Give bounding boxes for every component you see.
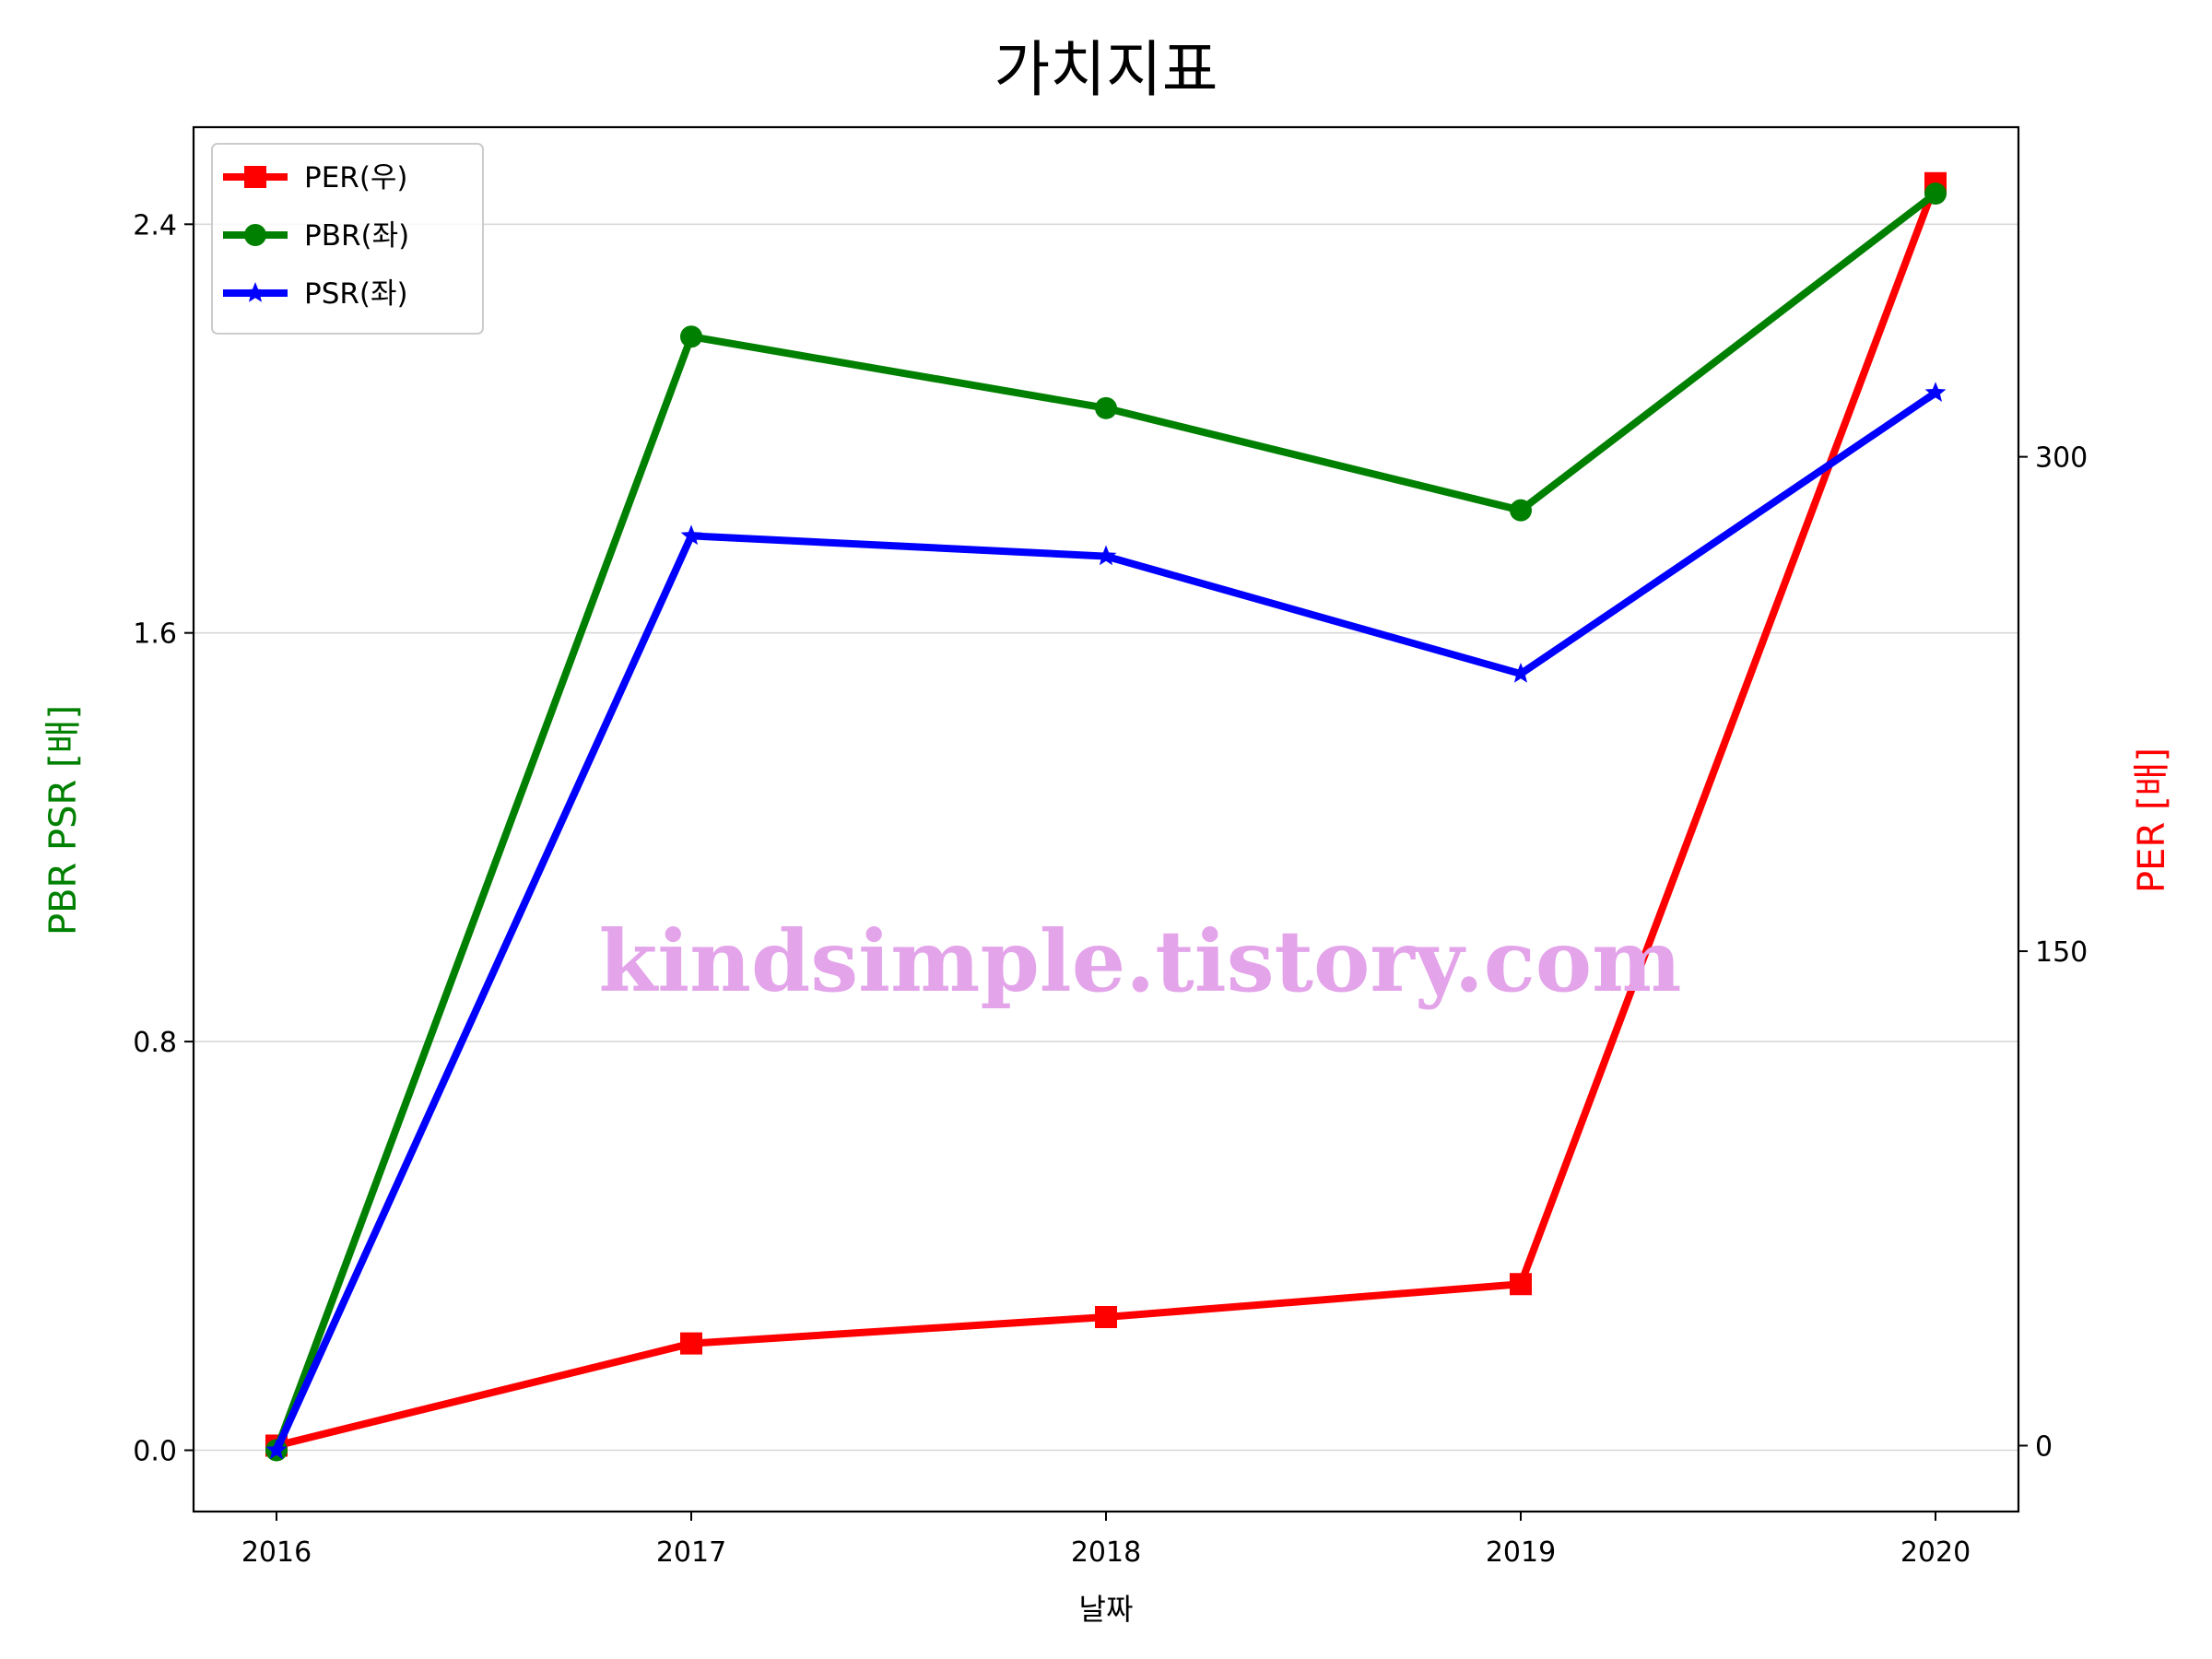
legend: PER(우) PBR(좌) PSR(좌) [211,143,484,335]
x-tick-label: 2017 [656,1536,726,1569]
x-tick-label: 2019 [1486,1536,1556,1569]
legend-marker [244,166,266,188]
legend-item-psr: PSR(좌) [223,277,408,311]
series-pbr [265,182,1947,1462]
x-tick-label: 2016 [241,1536,312,1569]
per-marker [1095,1306,1117,1329]
x-axis-label: 날짜 [1079,1592,1134,1627]
x-tick-label: 2020 [1900,1536,1971,1569]
per-marker [680,1332,702,1355]
pbr-marker [680,325,702,348]
legend-label: PSR(좌) [304,277,408,311]
legend-label: PBR(좌) [304,219,409,253]
series-psr [265,382,1947,1460]
pbr-marker [1924,182,1947,206]
psr-marker [265,1439,288,1460]
watermark-layer: kindsimple.tistory.com [598,912,1681,1011]
legend-marker [244,224,266,246]
legend-label: PER(우) [304,161,408,194]
ticks: 0.0 0.8 1.6 2.4 0 150 300 2016 2017 2018 2019 2020 [133,209,2088,1569]
right-axis-label: PER [배] [2131,747,2173,893]
pbr-marker [1095,396,1117,419]
left-tick-label: 2.4 [133,209,177,241]
right-tick-label: 0 [2035,1430,2053,1463]
grid-lines [194,223,2018,1452]
per-marker [1510,1273,1532,1296]
left-tick-label: 0.0 [133,1435,177,1467]
psr-marker [1510,663,1532,683]
psr-marker [1095,545,1117,566]
x-tick-label: 2018 [1071,1536,1141,1569]
psr-marker [680,524,702,546]
legend-item-pbr: PBR(좌) [223,219,409,253]
left-axis-label: PBR PSR [배] [42,705,85,935]
left-tick-label: 0.8 [133,1027,177,1059]
right-tick-label: 300 [2035,442,2088,475]
pbr-marker [1510,499,1532,522]
chart-title: 가치지표 [994,34,1218,105]
legend-marker [244,282,266,302]
psr-marker [1924,382,1947,402]
right-tick-label: 150 [2035,936,2088,969]
legend-item-per: PER(우) [223,161,408,194]
series-layer [265,171,1947,1462]
legend-box [211,143,484,335]
watermark-text: kindsimple.tistory.com [598,912,1681,1011]
left-tick-label: 1.6 [133,618,177,651]
